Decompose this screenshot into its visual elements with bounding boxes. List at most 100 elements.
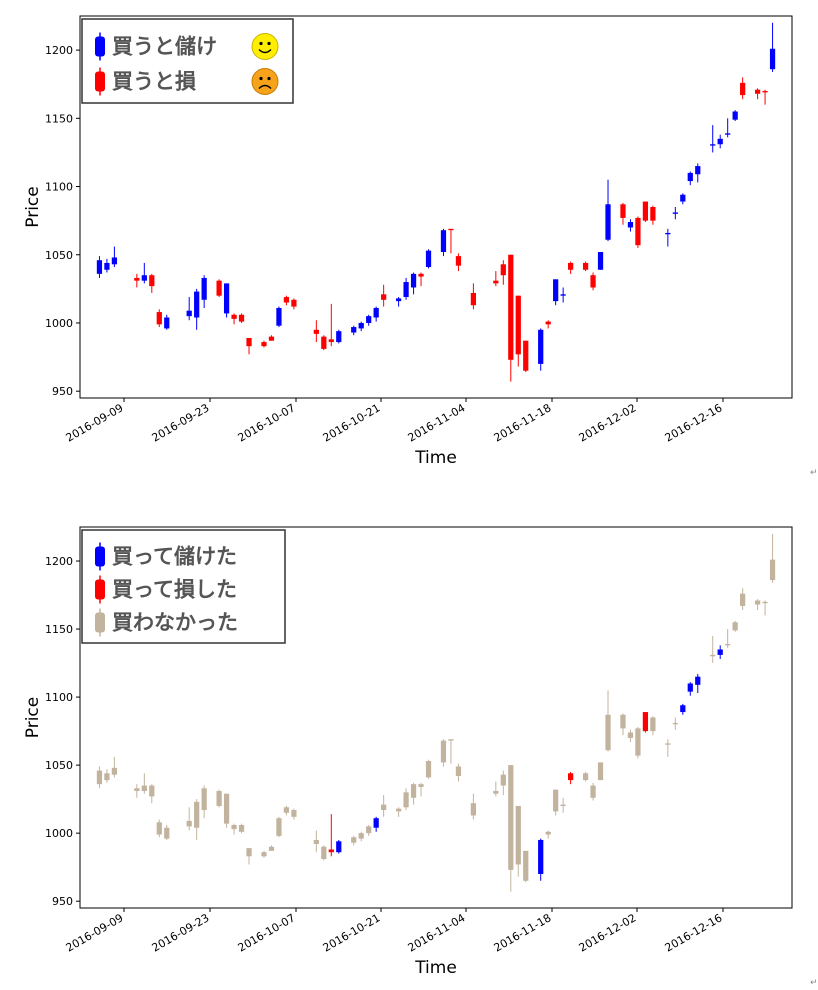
smiley-face-circle <box>251 33 279 60</box>
candle-body <box>500 774 506 786</box>
candle <box>336 839 342 854</box>
candle-body <box>373 818 379 828</box>
candle <box>740 588 746 611</box>
candle <box>605 179 611 242</box>
candle-body <box>141 785 147 791</box>
legend-label: 買って損した <box>112 578 237 602</box>
smiley-eye <box>267 41 271 46</box>
candle <box>238 823 245 834</box>
candle-body <box>635 728 641 756</box>
candle-body <box>440 740 447 763</box>
candle <box>216 279 222 298</box>
candle <box>96 766 103 789</box>
candle <box>762 600 768 616</box>
candle <box>216 789 222 808</box>
legend-label: 買わなかった <box>112 611 238 635</box>
candle <box>754 599 761 611</box>
candle <box>403 277 409 300</box>
candle-body <box>201 788 207 811</box>
candle-body <box>216 280 222 296</box>
candle <box>665 739 671 757</box>
candle-body <box>104 262 110 270</box>
candle <box>328 814 334 857</box>
candle-body <box>276 307 282 326</box>
candle <box>96 256 103 278</box>
legend-swatch <box>95 71 105 92</box>
candle-body <box>291 299 297 307</box>
candle <box>627 219 634 232</box>
candle-body <box>620 204 626 218</box>
candle-body <box>470 292 477 306</box>
candle <box>276 816 282 838</box>
candle-body <box>762 601 768 604</box>
candle-body <box>366 826 372 834</box>
x-tick-label: 2016-10-21 <box>321 401 383 444</box>
x-tick-label: 2016-12-16 <box>663 401 725 444</box>
candle-body <box>568 773 574 781</box>
candle-body <box>627 222 634 228</box>
candle-body <box>194 291 200 318</box>
x-tick-label: 2016-12-02 <box>577 911 639 954</box>
candle <box>710 125 716 153</box>
candle <box>672 207 678 220</box>
x-tick-label: 2016-10-21 <box>321 911 383 954</box>
y-tick-label: 1000 <box>45 317 73 330</box>
sad-mouth <box>258 84 272 90</box>
candle <box>231 313 237 325</box>
candle <box>395 297 402 307</box>
candle <box>164 824 170 840</box>
candle-body <box>642 712 649 732</box>
candle-body <box>283 297 290 303</box>
candle-body <box>538 839 544 874</box>
x-tick-label: 2016-11-04 <box>406 401 468 444</box>
candle <box>493 271 499 287</box>
candle <box>680 193 686 205</box>
candle <box>223 283 230 318</box>
candle-body <box>545 831 551 835</box>
x-axis-title: Time <box>414 448 457 468</box>
candle <box>500 770 506 796</box>
y-tick-label: 1100 <box>45 181 73 194</box>
candle-body <box>769 48 776 70</box>
legend-swatch <box>95 612 105 633</box>
candle-body <box>358 833 364 839</box>
candle <box>149 784 155 804</box>
candle <box>665 228 671 247</box>
candle-body <box>560 294 566 296</box>
candle <box>425 759 432 779</box>
candle <box>194 288 200 330</box>
candle-body <box>238 824 245 832</box>
candle <box>381 795 387 817</box>
candle <box>418 782 424 797</box>
candle-body <box>111 767 118 775</box>
candle <box>268 335 275 341</box>
candle-body <box>276 818 282 836</box>
candle <box>134 784 140 798</box>
candle-body <box>642 201 649 221</box>
candle <box>672 717 678 730</box>
candle <box>141 262 147 284</box>
candle-body <box>590 785 596 798</box>
candle <box>769 22 776 72</box>
y-tick-label: 1150 <box>45 112 73 125</box>
candle <box>582 771 589 782</box>
smiley-face-icon <box>251 33 279 60</box>
candle-body <box>672 722 678 725</box>
candle-body <box>96 260 103 274</box>
candle-body <box>186 820 192 827</box>
candle-body <box>687 172 693 182</box>
candle <box>448 228 454 254</box>
candle-body <box>523 340 529 371</box>
smiley-mouth <box>258 48 272 54</box>
candle <box>560 797 566 813</box>
candle <box>725 118 731 138</box>
candle <box>366 824 372 836</box>
candle-body <box>134 277 140 281</box>
candle <box>523 850 529 883</box>
candle-body <box>104 773 110 781</box>
candle <box>321 335 327 351</box>
candle-body <box>321 846 327 860</box>
candle <box>597 762 604 781</box>
y-tick-label: 1050 <box>45 249 73 262</box>
